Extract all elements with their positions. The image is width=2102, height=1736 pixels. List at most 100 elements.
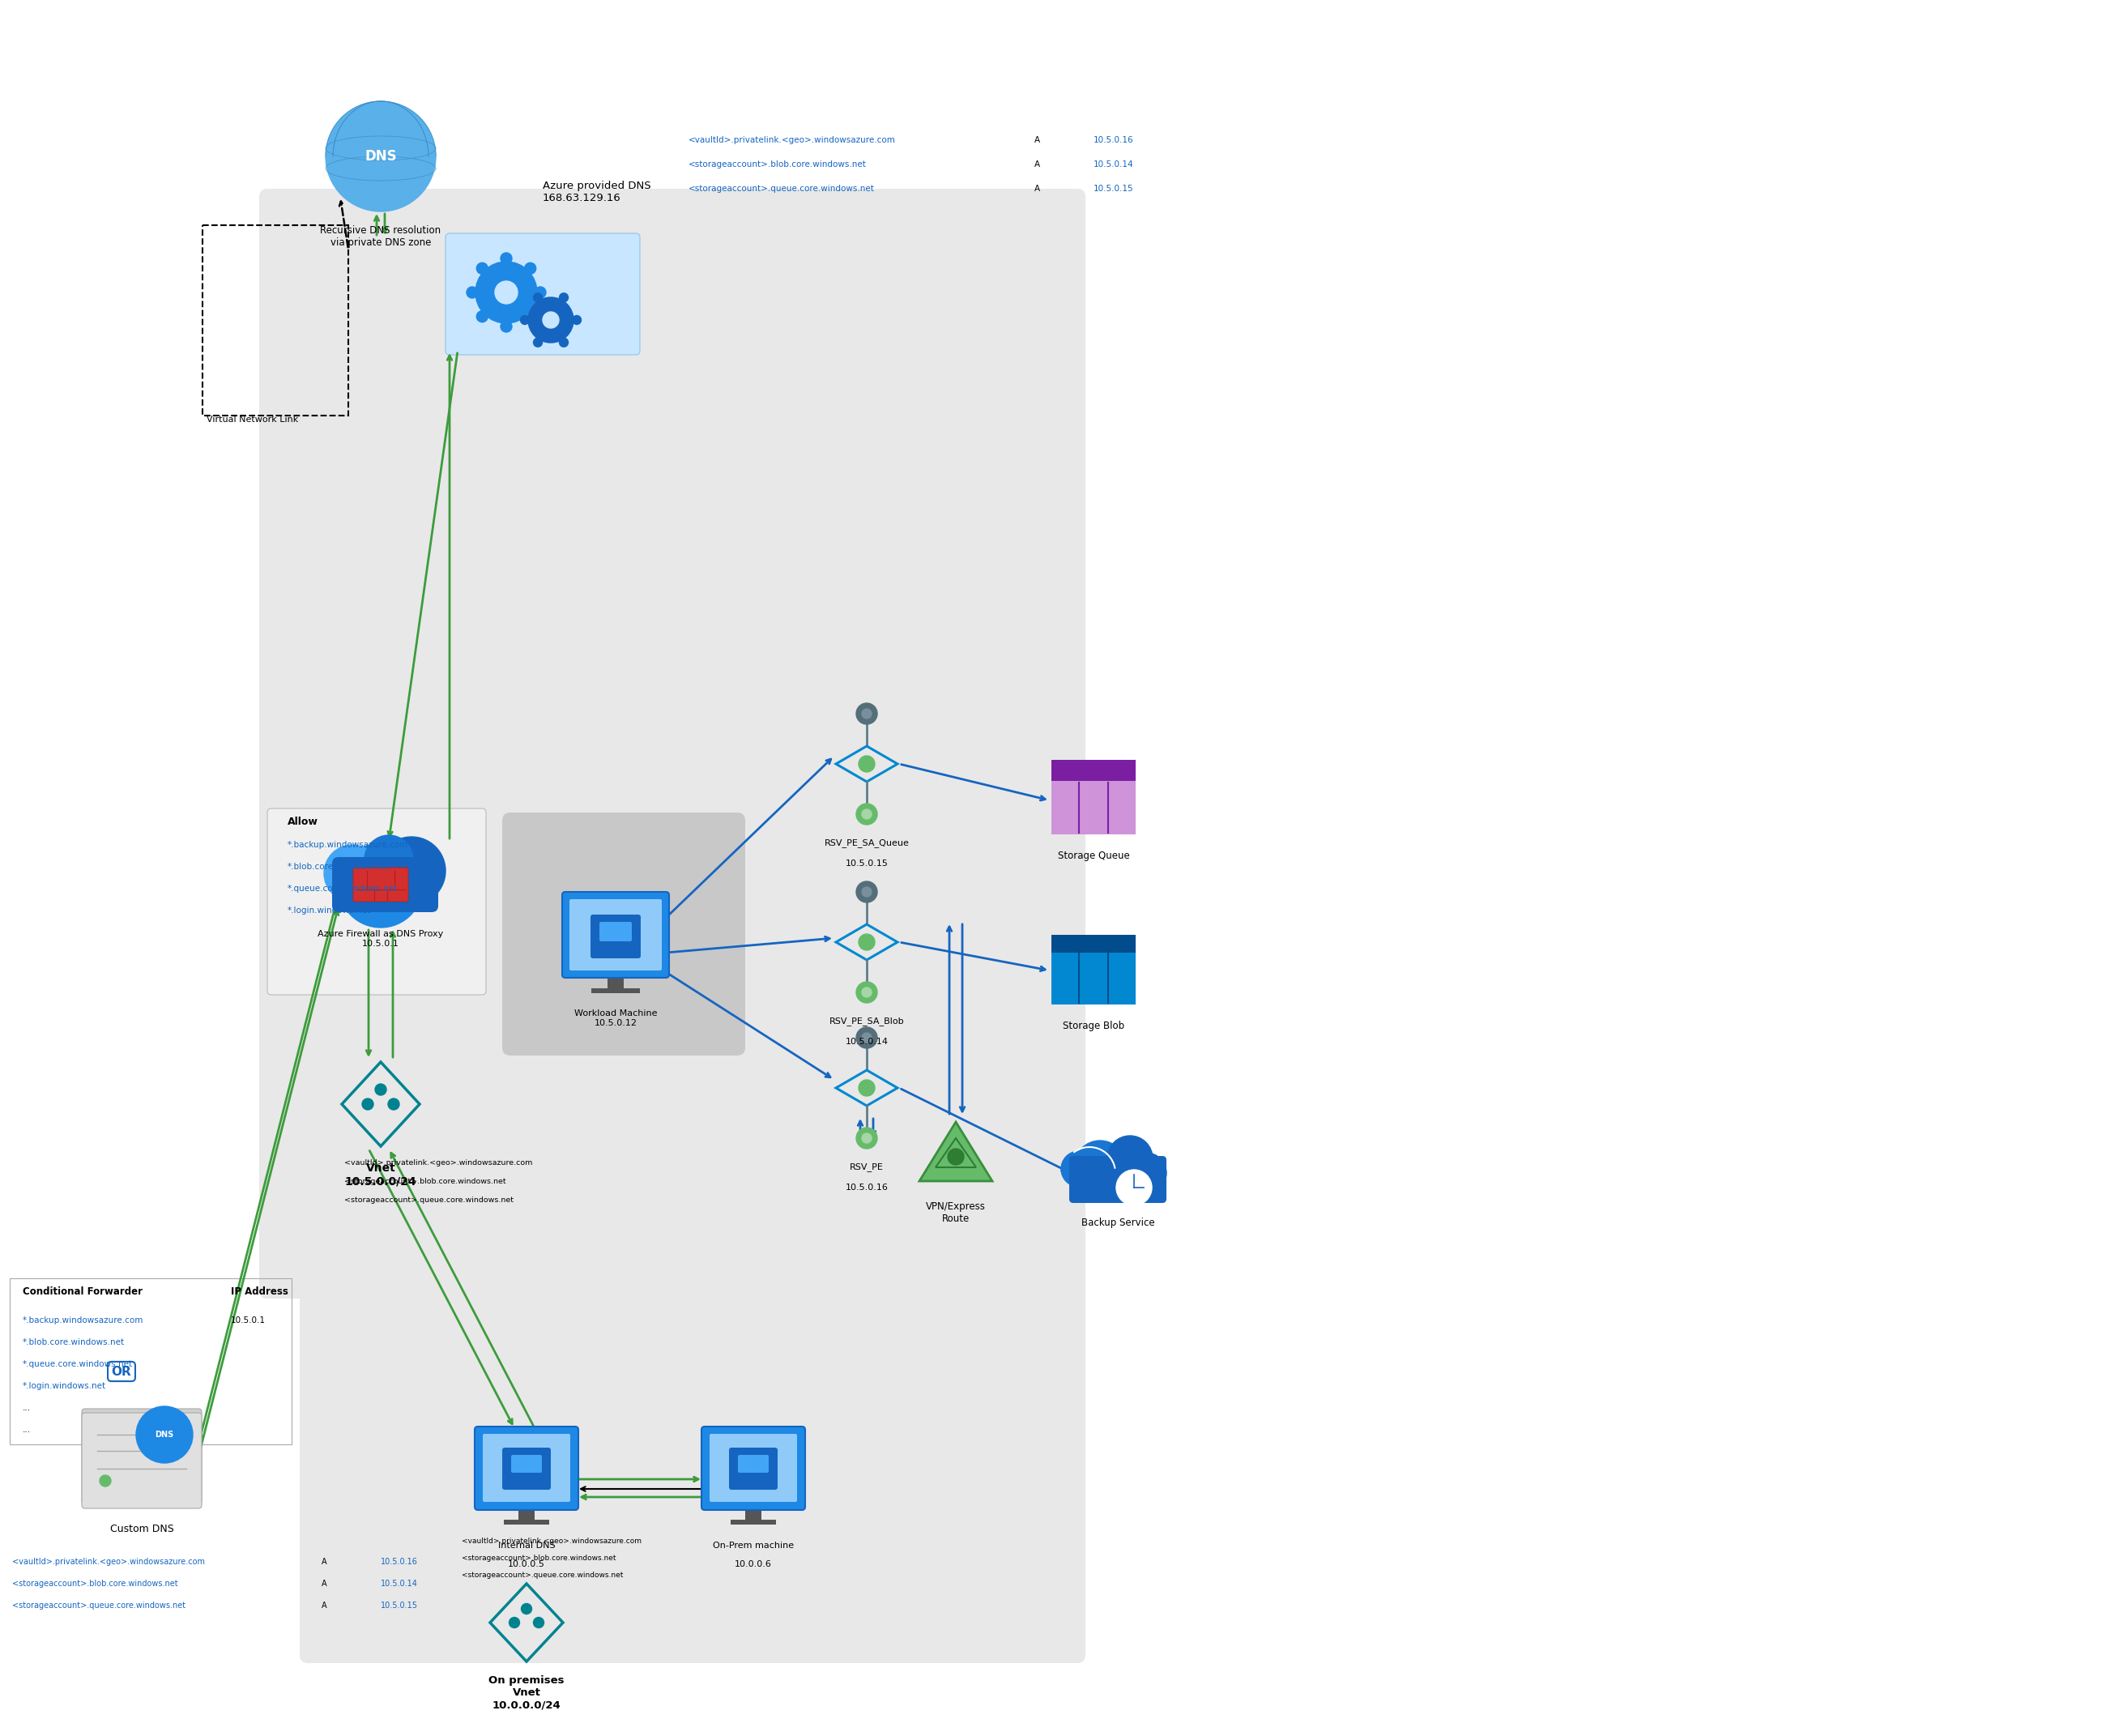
Text: Workload Machine
10.5.0.12: Workload Machine 10.5.0.12 <box>574 1009 658 1028</box>
Circle shape <box>324 845 380 901</box>
Polygon shape <box>919 1121 992 1180</box>
FancyBboxPatch shape <box>446 233 639 354</box>
Text: RSV_PE_SA_Blob: RSV_PE_SA_Blob <box>828 1017 904 1026</box>
Circle shape <box>856 1128 877 1149</box>
Circle shape <box>534 1618 544 1628</box>
Text: *.queue.core.windows.net: *.queue.core.windows.net <box>288 885 397 892</box>
FancyBboxPatch shape <box>511 1455 542 1472</box>
FancyBboxPatch shape <box>502 1448 551 1489</box>
FancyBboxPatch shape <box>504 1519 549 1524</box>
Text: 10.5.0.14: 10.5.0.14 <box>380 1580 418 1588</box>
Circle shape <box>326 101 435 212</box>
Text: Backup Service: Backup Service <box>1080 1217 1154 1227</box>
Circle shape <box>534 293 542 302</box>
Text: <storageaccount>.queue.core.windows.net: <storageaccount>.queue.core.windows.net <box>462 1571 622 1578</box>
FancyBboxPatch shape <box>267 809 486 995</box>
FancyBboxPatch shape <box>1051 760 1135 783</box>
Circle shape <box>559 293 568 302</box>
Circle shape <box>1074 1141 1127 1193</box>
Circle shape <box>494 281 517 304</box>
Text: Storage Queue: Storage Queue <box>1057 851 1129 861</box>
FancyBboxPatch shape <box>483 1434 570 1502</box>
Circle shape <box>1062 1151 1097 1187</box>
Circle shape <box>526 262 536 274</box>
Text: Storage Blob: Storage Blob <box>1064 1021 1125 1031</box>
FancyBboxPatch shape <box>1051 934 1135 953</box>
Circle shape <box>338 844 423 927</box>
Circle shape <box>528 297 574 342</box>
Circle shape <box>378 837 446 904</box>
Text: A: A <box>322 1580 326 1588</box>
Circle shape <box>99 1476 111 1486</box>
FancyBboxPatch shape <box>502 812 746 1055</box>
Text: 10.5.0.15: 10.5.0.15 <box>845 859 889 868</box>
Text: Azure Firewall as DNS Proxy
10.5.0.1: Azure Firewall as DNS Proxy 10.5.0.1 <box>317 930 444 948</box>
Text: <storageaccount>.blob.core.windows.net: <storageaccount>.blob.core.windows.net <box>462 1554 616 1562</box>
Circle shape <box>1108 1135 1152 1180</box>
Text: ...: ... <box>23 1404 32 1411</box>
Text: ...: ... <box>23 1425 32 1434</box>
Text: Virtual Network Link: Virtual Network Link <box>206 415 298 424</box>
Text: Allow: Allow <box>288 816 317 826</box>
Text: *.blob.core.windows.net: *.blob.core.windows.net <box>23 1338 124 1347</box>
FancyBboxPatch shape <box>591 988 639 993</box>
FancyBboxPatch shape <box>570 899 662 970</box>
Text: <storageaccount>.blob.core.windows.net: <storageaccount>.blob.core.windows.net <box>345 1177 507 1186</box>
FancyBboxPatch shape <box>332 858 437 911</box>
FancyBboxPatch shape <box>738 1455 769 1472</box>
Text: *.login.windows.net: *.login.windows.net <box>23 1382 107 1391</box>
FancyBboxPatch shape <box>259 189 1085 1299</box>
FancyBboxPatch shape <box>1070 1156 1167 1203</box>
Circle shape <box>362 1099 374 1109</box>
Circle shape <box>467 286 477 299</box>
Text: A: A <box>322 1557 326 1566</box>
Circle shape <box>1116 1170 1152 1205</box>
Text: <storageaccount>.blob.core.windows.net: <storageaccount>.blob.core.windows.net <box>13 1580 179 1588</box>
FancyBboxPatch shape <box>731 1519 776 1524</box>
Circle shape <box>137 1406 193 1463</box>
Circle shape <box>477 262 488 274</box>
Circle shape <box>572 316 580 325</box>
FancyBboxPatch shape <box>1051 781 1135 835</box>
Text: A: A <box>1034 160 1040 168</box>
Text: A: A <box>1034 135 1040 144</box>
Text: *.backup.windowsazure.com: *.backup.windowsazure.com <box>23 1316 143 1325</box>
Text: <vaultId>.privatelink.<geo>.windowsazure.com: <vaultId>.privatelink.<geo>.windowsazure… <box>462 1538 641 1545</box>
FancyBboxPatch shape <box>301 1283 1085 1663</box>
Text: Conditional Forwarder: Conditional Forwarder <box>23 1286 143 1297</box>
Text: 10.5.0.16: 10.5.0.16 <box>1093 135 1133 144</box>
Text: <storageaccount>.queue.core.windows.net: <storageaccount>.queue.core.windows.net <box>13 1602 185 1609</box>
Circle shape <box>364 835 414 884</box>
Circle shape <box>526 311 536 323</box>
Circle shape <box>500 253 513 264</box>
Circle shape <box>858 755 874 773</box>
Text: <storageaccount>.blob.core.windows.net: <storageaccount>.blob.core.windows.net <box>689 160 866 168</box>
Circle shape <box>509 1618 519 1628</box>
Text: VPN/Express
Route: VPN/Express Route <box>925 1201 986 1224</box>
Circle shape <box>477 311 488 323</box>
Text: A: A <box>322 1602 326 1609</box>
Text: <vaultId>.privatelink.<geo>.windowsazure.com: <vaultId>.privatelink.<geo>.windowsazure… <box>345 1160 532 1167</box>
Text: *.backup.windowsazure.com: *.backup.windowsazure.com <box>288 840 408 849</box>
Circle shape <box>862 809 872 819</box>
Circle shape <box>534 339 542 347</box>
Text: Internal DNS: Internal DNS <box>498 1542 555 1550</box>
Circle shape <box>521 316 530 325</box>
Circle shape <box>948 1149 965 1165</box>
Text: 10.5.0.1: 10.5.0.1 <box>231 1316 265 1325</box>
Circle shape <box>856 804 877 825</box>
Text: 10.5.0.14: 10.5.0.14 <box>1093 160 1133 168</box>
Text: RSV_PE_SA_Queue: RSV_PE_SA_Queue <box>824 838 910 847</box>
Circle shape <box>534 286 547 299</box>
Circle shape <box>858 934 874 950</box>
Circle shape <box>521 1604 532 1614</box>
Text: A: A <box>1034 184 1040 193</box>
Circle shape <box>856 1028 877 1049</box>
FancyBboxPatch shape <box>82 1408 202 1505</box>
Text: IP Address: IP Address <box>231 1286 288 1297</box>
Circle shape <box>1127 1153 1167 1193</box>
FancyBboxPatch shape <box>607 974 624 991</box>
Text: 10.0.0.5: 10.0.0.5 <box>509 1561 544 1568</box>
Text: OR: OR <box>111 1366 132 1378</box>
FancyBboxPatch shape <box>1051 951 1135 1005</box>
